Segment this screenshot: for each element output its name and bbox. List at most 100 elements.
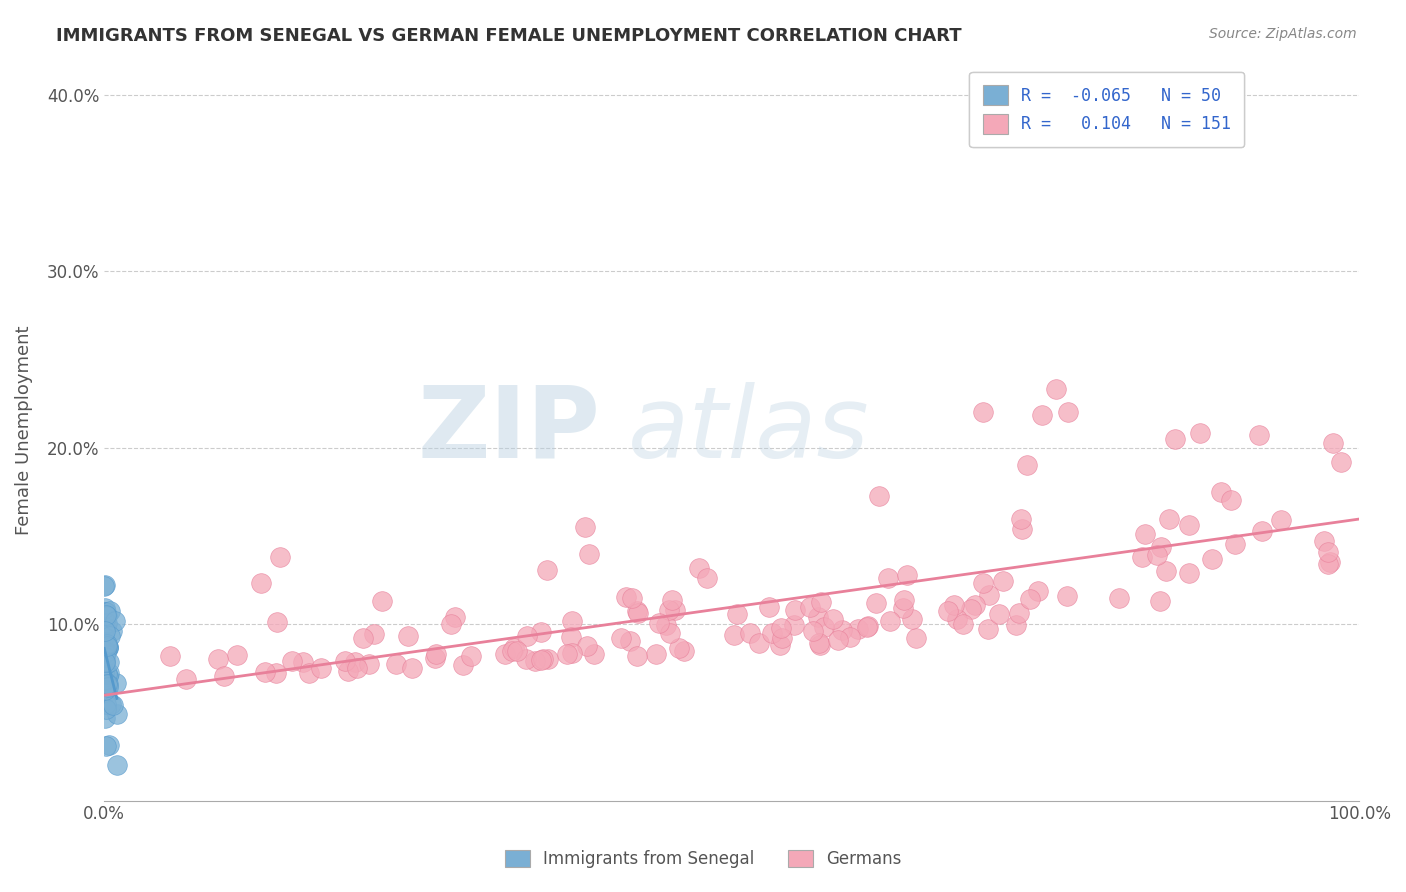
- Point: [97, 738, 120, 752]
- Point: [94, 605, 117, 619]
- Point: [868, 489, 890, 503]
- Point: [371, 594, 394, 608]
- Point: [94, 578, 117, 592]
- Point: [506, 644, 529, 658]
- Point: [1188, 425, 1211, 440]
- Point: [97, 640, 120, 654]
- Point: [425, 647, 447, 661]
- Point: [94, 624, 117, 638]
- Point: [610, 632, 633, 646]
- Point: [993, 574, 1015, 588]
- Point: [808, 638, 831, 652]
- Point: [249, 576, 271, 591]
- Point: [976, 622, 998, 636]
- Point: [575, 640, 598, 654]
- Point: [1026, 583, 1049, 598]
- Point: [626, 648, 648, 663]
- Point: [94, 649, 117, 664]
- Point: [659, 626, 682, 640]
- Point: [94, 711, 117, 725]
- Point: [1005, 618, 1028, 632]
- Point: [97, 640, 120, 654]
- Point: [827, 633, 849, 648]
- Point: [1225, 537, 1247, 551]
- Point: [96, 637, 118, 651]
- Point: [105, 758, 128, 772]
- Point: [1316, 545, 1339, 559]
- Point: [1316, 558, 1339, 572]
- Point: [96, 677, 118, 691]
- Point: [696, 571, 718, 585]
- Point: [1201, 552, 1223, 566]
- Point: [269, 549, 291, 564]
- Point: [94, 683, 117, 698]
- Point: [614, 590, 637, 604]
- Point: [858, 619, 880, 633]
- Point: [1150, 540, 1173, 554]
- Point: [1010, 512, 1032, 526]
- Point: [96, 615, 118, 630]
- Point: [1330, 455, 1353, 469]
- Point: [648, 615, 671, 630]
- Point: [1220, 493, 1243, 508]
- Text: IMMIGRANTS FROM SENEGAL VS GERMAN FEMALE UNEMPLOYMENT CORRELATION CHART: IMMIGRANTS FROM SENEGAL VS GERMAN FEMALE…: [56, 27, 962, 45]
- Point: [801, 624, 824, 639]
- Point: [96, 639, 118, 653]
- Point: [524, 655, 547, 669]
- Point: [357, 657, 380, 671]
- Point: [531, 651, 554, 665]
- Point: [806, 610, 828, 624]
- Point: [1270, 513, 1292, 527]
- Point: [93, 655, 115, 669]
- Point: [799, 600, 821, 615]
- Point: [530, 652, 553, 666]
- Point: [97, 640, 120, 655]
- Point: [101, 624, 124, 638]
- Point: [945, 612, 967, 626]
- Point: [516, 629, 538, 643]
- Point: [336, 664, 359, 678]
- Point: [536, 563, 558, 577]
- Text: atlas: atlas: [628, 382, 870, 479]
- Point: [673, 644, 696, 658]
- Point: [93, 646, 115, 660]
- Point: [626, 604, 648, 618]
- Point: [94, 608, 117, 623]
- Point: [896, 568, 918, 582]
- Point: [100, 629, 122, 643]
- Point: [783, 617, 806, 632]
- Point: [904, 631, 927, 645]
- Point: [725, 607, 748, 622]
- Legend: Immigrants from Senegal, Germans: Immigrants from Senegal, Germans: [498, 843, 908, 875]
- Point: [1108, 591, 1130, 605]
- Point: [783, 603, 806, 617]
- Point: [104, 676, 127, 690]
- Point: [93, 673, 115, 687]
- Point: [761, 625, 783, 640]
- Point: [264, 665, 287, 680]
- Point: [103, 698, 125, 713]
- Point: [98, 666, 121, 681]
- Point: [94, 645, 117, 659]
- Point: [530, 625, 553, 640]
- Point: [942, 598, 965, 612]
- Point: [769, 621, 792, 635]
- Point: [401, 661, 423, 675]
- Point: [738, 626, 761, 640]
- Point: [770, 632, 793, 646]
- Point: [94, 617, 117, 632]
- Point: [668, 640, 690, 655]
- Text: Source: ZipAtlas.com: Source: ZipAtlas.com: [1209, 27, 1357, 41]
- Point: [987, 607, 1010, 622]
- Point: [838, 630, 860, 644]
- Point: [952, 616, 974, 631]
- Point: [619, 634, 641, 648]
- Point: [440, 617, 463, 632]
- Point: [298, 665, 321, 680]
- Point: [292, 655, 315, 669]
- Point: [810, 595, 832, 609]
- Point: [501, 644, 523, 658]
- Point: [94, 702, 117, 716]
- Point: [97, 680, 120, 694]
- Point: [758, 599, 780, 614]
